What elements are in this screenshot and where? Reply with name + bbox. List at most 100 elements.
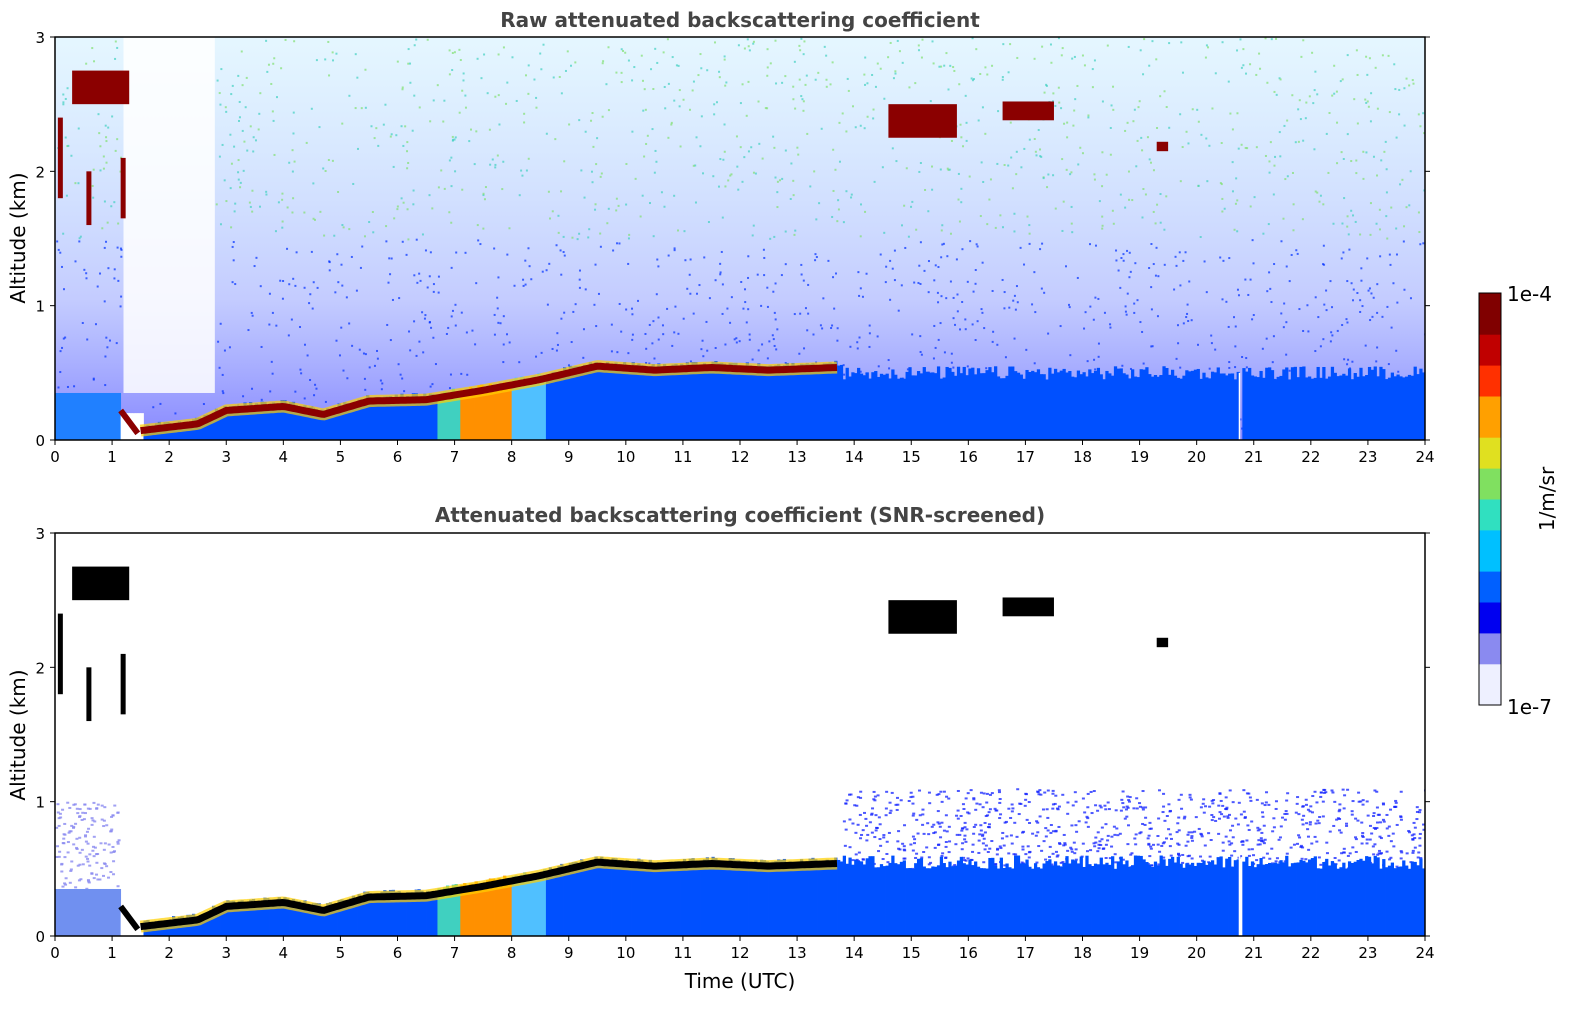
noise-speckle (618, 302, 621, 305)
noise-speckle (327, 159, 330, 162)
noise-speckle (1165, 815, 1169, 818)
noise-speckle (55, 826, 59, 829)
noise-speckle (903, 204, 906, 207)
profile-column (1068, 863, 1072, 936)
noise-speckle (763, 256, 766, 259)
profile-column (500, 385, 504, 440)
profile-column (488, 383, 493, 440)
noise-speckle (1086, 806, 1090, 809)
noise-speckle (1273, 164, 1276, 167)
noise-speckle (452, 138, 455, 141)
noise-speckle (1194, 816, 1198, 819)
profile-column (368, 893, 373, 936)
noise-speckle (1053, 802, 1057, 805)
profile-column (203, 912, 207, 936)
noise-speckle (938, 825, 942, 828)
noise-speckle (1035, 861, 1039, 864)
noise-speckle (616, 351, 619, 354)
noise-speckle (281, 297, 284, 300)
noise-speckle (773, 235, 776, 238)
profile-column (1339, 375, 1343, 440)
noise-speckle (1224, 807, 1228, 810)
noise-speckle (972, 798, 976, 801)
noise-speckle (1036, 790, 1040, 793)
noise-speckle (879, 844, 883, 847)
noise-speckle (718, 76, 721, 79)
noise-speckle (1177, 342, 1180, 345)
noise-speckle (971, 37, 974, 40)
noise-speckle (1415, 818, 1419, 821)
noise-speckle (643, 155, 646, 158)
noise-speckle (303, 397, 306, 400)
noise-speckle (120, 156, 123, 159)
profile-column (671, 364, 675, 440)
noise-speckle (1106, 44, 1109, 47)
noise-speckle (774, 176, 777, 179)
noise-speckle (1127, 45, 1130, 48)
noise-speckle (1007, 71, 1010, 74)
noise-speckle (1380, 159, 1383, 162)
noise-speckle (600, 172, 603, 175)
noise-speckle (1092, 318, 1095, 321)
profile-column (471, 390, 475, 440)
noise-speckle (666, 307, 669, 310)
noise-speckle (1403, 225, 1406, 228)
noise-speckle (1385, 827, 1389, 830)
profile-column (674, 363, 678, 440)
profile-column (691, 858, 695, 936)
noise-speckle (655, 293, 658, 296)
noise-speckle (1138, 802, 1142, 805)
noise-speckle (766, 286, 769, 289)
profile-column (1048, 859, 1052, 936)
profile-column (563, 367, 567, 440)
noise-speckle (1037, 845, 1041, 848)
noise-speckle (448, 387, 451, 390)
noise-speckle (1387, 825, 1391, 828)
profile-column (831, 860, 835, 936)
noise-speckle (969, 240, 972, 243)
noise-speckle (929, 861, 933, 864)
profile-column (1159, 855, 1163, 936)
noise-speckle (776, 206, 779, 209)
noise-speckle (1031, 303, 1034, 306)
profile-column (1393, 868, 1397, 936)
noise-speckle (1174, 255, 1177, 258)
noise-speckle (983, 848, 987, 851)
profile-column (460, 885, 464, 936)
noise-speckle (1167, 828, 1171, 831)
profile-column (1085, 376, 1089, 440)
profile-column (203, 415, 207, 440)
noise-speckle (743, 47, 746, 50)
noise-speckle (1177, 798, 1181, 801)
noise-speckle (1221, 197, 1224, 200)
noise-speckle (908, 86, 911, 89)
noise-speckle (962, 856, 966, 859)
noise-speckle (68, 881, 72, 884)
noise-speckle (997, 789, 1001, 792)
noise-speckle (253, 265, 256, 268)
profile-column (845, 367, 849, 440)
noise-speckle (947, 825, 951, 828)
noise-speckle (391, 298, 394, 301)
profile-column (814, 859, 818, 936)
profile-column (363, 400, 367, 440)
noise-speckle (250, 311, 253, 314)
noise-speckle (110, 828, 114, 831)
noise-speckle (62, 288, 65, 291)
noise-speckle (741, 83, 744, 86)
noise-speckle (57, 855, 61, 858)
noise-speckle (901, 842, 905, 845)
colorbar-step (1479, 653, 1501, 665)
noise-speckle (310, 250, 313, 253)
noise-speckle (1249, 205, 1252, 208)
x-tick-label: 8 (507, 448, 517, 466)
noise-speckle (842, 221, 845, 224)
profile-column (1362, 376, 1366, 440)
profile-column (720, 362, 724, 440)
noise-speckle (116, 138, 119, 141)
colorbar-step (1479, 684, 1501, 696)
noise-speckle (1266, 290, 1269, 293)
noise-speckle (1112, 85, 1115, 88)
noise-speckle (1313, 148, 1316, 151)
noise-speckle (713, 103, 716, 106)
